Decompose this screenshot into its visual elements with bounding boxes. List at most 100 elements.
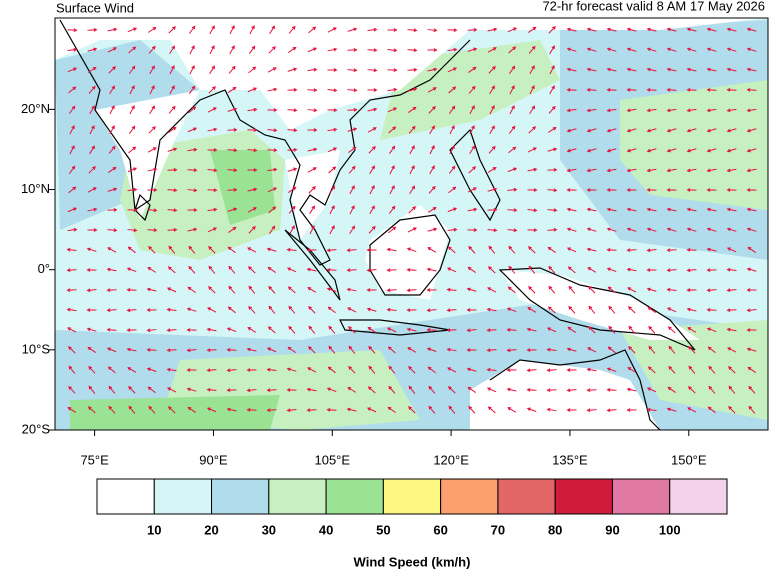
wind-arrow [147,167,158,172]
wind-arrow [167,147,178,152]
wind-arrows [66,25,757,414]
wind-arrow [646,287,657,292]
wind-arrow [127,27,138,33]
wind-arrow [489,125,495,135]
wind-arrow [606,27,617,32]
colorbar-tick-label: 80 [548,522,562,537]
wind-arrow [646,248,657,253]
wind-arrow [67,327,77,333]
wind-arrow [586,47,597,52]
wind-arrow [388,205,396,214]
y-tick-label: 20°S [22,421,51,436]
wind-arrow [347,387,357,393]
wind-arrow [227,128,238,132]
colorbar-tick-label: 90 [605,522,619,537]
colorbar-tick-label: 100 [659,522,681,537]
wind-arrow [467,187,477,193]
wind-arrow [727,347,737,353]
wind-arrow [227,148,238,153]
wind-arrow [468,66,477,74]
wind-arrow [586,388,597,392]
wind-arrow [227,187,238,192]
wind-arrow [606,408,617,413]
wind-arrow [307,367,317,373]
wind-arrow [586,168,597,173]
wind-arrow [267,326,276,334]
wind-arrow [446,287,457,292]
wind-arrow [329,205,335,215]
wind-arrow [248,226,256,234]
wind-arrow [427,247,437,253]
wind-arrow [726,27,737,32]
wind-arrow [627,287,637,293]
wind-arrow [467,266,476,273]
wind-arrow [126,308,137,313]
wind-arrow [648,345,656,354]
wind-arrow [167,188,178,193]
colorbar-swatch [268,478,327,515]
wind-arrow [246,347,257,352]
colorbar-tick-label: 10 [147,522,161,537]
wind-arrow [208,86,216,94]
wind-arrow [528,45,536,54]
wind-arrow [628,345,636,354]
wind-arrow [509,85,515,95]
colorbar-tick-label: 70 [491,522,505,537]
wind-arrow [469,145,476,155]
wind-arrow [367,27,378,32]
wind-arrow [747,366,756,373]
colorbar-label: Wind Speed (km/h) [354,554,471,569]
wind-arrow [387,28,398,32]
wind-arrow [566,47,577,52]
wind-arrow [606,248,617,252]
wind-arrow [586,408,597,413]
wind-arrow [126,287,137,292]
land-calm [470,360,660,430]
wind-arrow [386,307,397,312]
wind-arrow [448,165,456,174]
wind-arrow [228,226,237,234]
wind-arrow [487,187,498,192]
wind-arrow [108,166,117,173]
wind-arrow [546,368,557,373]
wind-arrow [167,168,178,172]
wind-arrow [546,327,557,333]
wind-arrow [607,346,616,354]
wind-arrow [486,387,497,393]
wind-arrow [726,227,737,232]
wind-arrow [266,408,277,413]
wind-arrow [327,127,338,132]
wind-arrow [266,388,277,393]
wind-arrow [666,67,677,72]
wind-arrow [526,348,537,352]
wind-arrow [88,365,96,374]
wind-arrow [467,386,476,393]
wind-arrow [367,107,378,112]
wind-arrow [586,188,597,192]
wind-arrow [487,27,498,32]
wind-arrow [427,67,438,72]
wind-arrow [427,48,438,52]
wind-arrow [347,68,358,73]
wind-arrow [606,148,617,153]
wind-arrow [327,47,338,52]
wind-arrow [506,348,517,353]
wind-arrow [226,407,237,412]
wind-arrow [67,67,78,73]
wind-arrow [647,306,656,313]
wind-arrow [368,146,376,154]
wind-arrow [468,405,476,414]
wind-arrow [266,247,277,252]
wind-arrow [407,28,418,33]
wind-arrow [166,307,177,312]
wind-arrow [568,285,576,294]
wind-arrow [626,387,637,392]
colorbar-swatch [382,478,442,515]
wind-arrow [306,408,317,412]
wind-arrow [268,46,276,54]
wind-arrow [746,288,757,292]
wind-arrow [728,366,736,374]
wind-arrow [726,308,737,312]
coastline [284,229,341,301]
wind-arrow [327,88,338,93]
